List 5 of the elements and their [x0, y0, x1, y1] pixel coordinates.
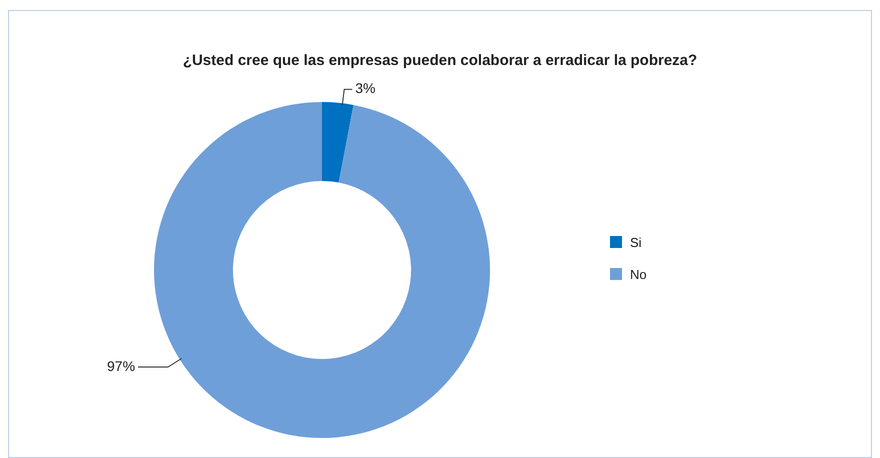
chart-title: ¿Usted cree que las empresas pueden colaborar a erradicar la pobreza?	[182, 52, 698, 69]
legend-label: Si	[630, 234, 642, 250]
legend-label: No	[630, 266, 647, 282]
data-label: 3%	[355, 80, 376, 96]
data-label: 97%	[106, 358, 136, 374]
